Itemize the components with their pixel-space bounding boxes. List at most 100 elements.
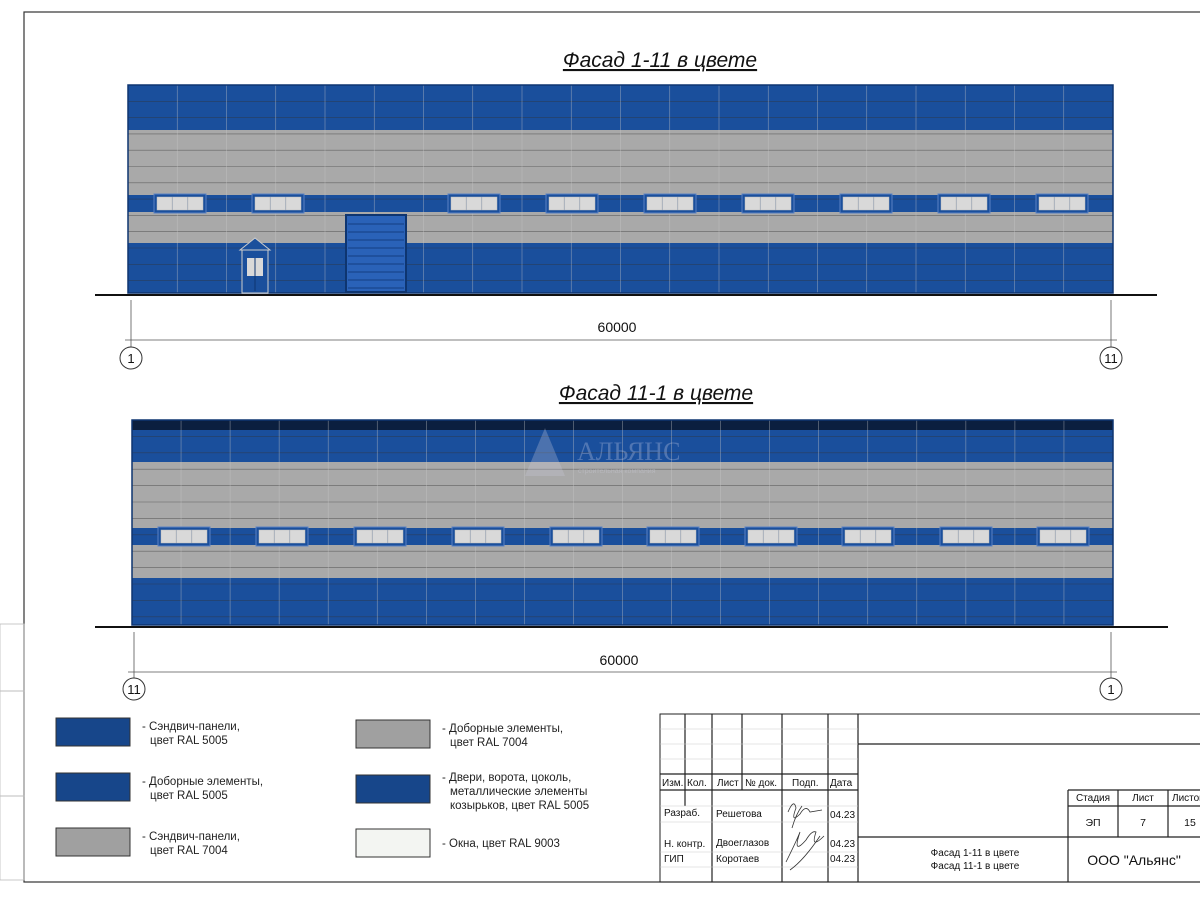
sheet-info: Стадия Лист Листов ЭП 7 15 Фасад 1-11 в …: [931, 793, 1200, 872]
window-pane: [860, 529, 876, 544]
legend-text: - Двери, ворота, цоколь,: [442, 772, 571, 784]
header-podp: Подп.: [792, 778, 819, 789]
sheets-value: 15: [1184, 817, 1196, 829]
window-pane: [971, 196, 988, 211]
axis-marker: [122, 677, 146, 701]
legend-text: металлические элементы: [450, 786, 587, 798]
header-kol: Кол.: [687, 778, 707, 789]
facade-1-title: Фасад 1-11 в цвете: [563, 49, 757, 72]
header-doc: № док.: [745, 778, 777, 789]
stage-value: ЭП: [1085, 817, 1100, 829]
window-pane: [548, 196, 565, 211]
window-pane: [466, 196, 482, 211]
date: 04.23: [830, 810, 855, 821]
window: [741, 193, 795, 214]
axis-label: 11: [127, 682, 141, 697]
name: Коротаев: [716, 854, 759, 865]
window-pane: [958, 529, 974, 544]
window-pane: [176, 529, 192, 544]
legend-swatch: [55, 772, 131, 802]
signature-image: [787, 803, 823, 829]
role: Н. контр.: [664, 839, 705, 850]
facade-outline: [131, 419, 1114, 626]
window-pane: [258, 529, 275, 544]
header-izm: Изм.: [662, 778, 683, 789]
window-pane: [747, 529, 764, 544]
overhead-gate: [345, 214, 407, 293]
legend-text: цвет RAL 5005: [150, 790, 228, 802]
legend-item: - Двери, ворота, цоколь, металлические эл…: [355, 772, 589, 812]
axis-marker: [1099, 677, 1123, 701]
window-pane: [454, 529, 471, 544]
window-pane: [387, 529, 404, 544]
window: [157, 526, 211, 547]
legend-text: козырьков, цвет RAL 5005: [450, 800, 589, 812]
window-pane: [568, 529, 584, 544]
window-pane: [875, 529, 892, 544]
legend-swatch: [355, 719, 431, 749]
watermark-name: АЛЬЯНС: [577, 437, 680, 466]
window-pane: [254, 196, 271, 211]
window-pane: [187, 196, 204, 211]
window: [255, 526, 309, 547]
window-pane: [172, 196, 188, 211]
dimension-line: [128, 632, 1117, 678]
window-pane: [940, 196, 957, 211]
legend-item: - Сэндвич-панели, цвет RAL 7004: [55, 827, 240, 857]
facade-outline: [127, 84, 1114, 294]
signature-image: [785, 831, 825, 871]
legend-item: - Доборные элементы, цвет RAL 5005: [55, 772, 263, 802]
window-pane: [1038, 196, 1055, 211]
window: [353, 526, 407, 547]
header-list: Лист: [717, 778, 739, 789]
window-pane: [285, 196, 302, 211]
window-pane: [579, 196, 596, 211]
window-pane: [744, 196, 761, 211]
window-pane: [372, 529, 388, 544]
window-pane: [1039, 529, 1056, 544]
facade-1-dimension: 60000: [598, 319, 637, 335]
window-pane: [356, 529, 373, 544]
legend-item: - Сэндвич-панели, цвет RAL 5005: [55, 717, 240, 747]
window-pane: [481, 196, 498, 211]
window: [153, 193, 207, 214]
legend-item: - Окна, цвет RAL 9003: [355, 828, 560, 858]
company-name: ООО "Альянс": [1087, 852, 1181, 868]
gate-frame: [345, 214, 407, 293]
title-block-headers: Изм. Кол. Лист № док. Подп. Дата: [662, 778, 853, 789]
header-date: Дата: [830, 778, 853, 789]
dimension-line: [125, 300, 1117, 347]
legend-text: - Доборные элементы,: [442, 723, 563, 735]
window: [1036, 526, 1090, 547]
axis-marker: [1099, 346, 1123, 370]
legend-text: цвет RAL 5005: [150, 735, 228, 747]
window: [545, 193, 599, 214]
window-pane: [763, 529, 779, 544]
role: ГИП: [664, 854, 684, 865]
window: [937, 193, 991, 214]
sheet-label: Лист: [1132, 793, 1154, 804]
binding-strip: [0, 623, 25, 881]
window-pane: [160, 529, 177, 544]
window-pane: [552, 529, 569, 544]
window-pane: [156, 196, 173, 211]
sheet-title-line-1: Фасад 1-11 в цвете: [931, 848, 1020, 859]
legend-text: - Окна, цвет RAL 9003: [442, 838, 560, 850]
sheet-value: 7: [1140, 817, 1146, 829]
window-pane: [662, 196, 678, 211]
signatures-table: Разраб. Решетова 04.23 Н. контр. Двоегла…: [664, 803, 855, 871]
window: [939, 526, 993, 547]
window-pane: [485, 529, 502, 544]
axis-label: 1: [1107, 682, 1114, 697]
legend-text: цвет RAL 7004: [450, 737, 528, 749]
name: Решетова: [716, 809, 762, 820]
window-pane: [1054, 196, 1070, 211]
axis-marker: [119, 346, 143, 370]
window-pane: [274, 529, 290, 544]
window-pane: [844, 529, 861, 544]
window-pane: [956, 196, 972, 211]
window: [1035, 193, 1089, 214]
window-pane: [858, 196, 874, 211]
window-pane: [942, 529, 959, 544]
